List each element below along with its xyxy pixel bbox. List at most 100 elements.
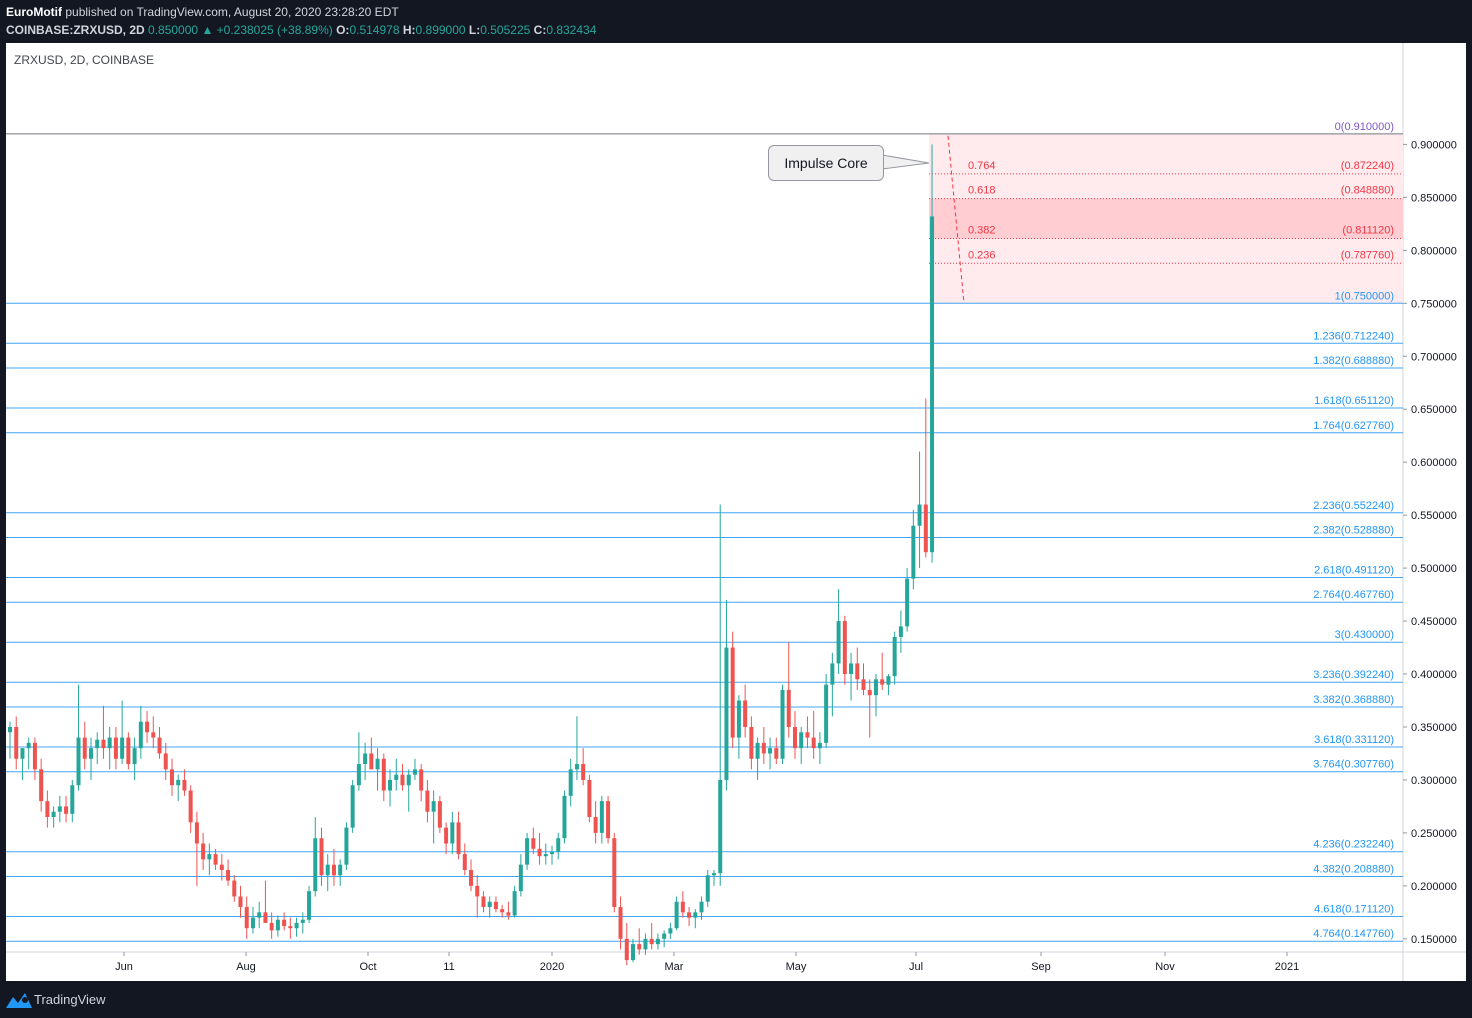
candle-body (20, 748, 25, 759)
candle-body (188, 790, 193, 823)
fib-price-label: (0.848880) (1341, 185, 1394, 197)
candle-body (668, 928, 673, 934)
fib-extension-label: 4.382(0.208880) (1313, 863, 1394, 875)
candle-body (138, 721, 143, 749)
candle-body (425, 790, 430, 812)
candle-body (356, 764, 361, 786)
candle-body (711, 873, 716, 876)
candle-body (898, 626, 903, 637)
candle-body (88, 748, 93, 759)
time-tick-label: Aug (236, 961, 256, 973)
price-tick-label: 0.450000 (1411, 616, 1457, 628)
candle-body (313, 838, 318, 892)
candle-body (26, 742, 31, 749)
candle-body (350, 785, 355, 828)
author-name[interactable]: EuroMotif (6, 5, 62, 19)
candle-body (905, 578, 910, 627)
candle-body (244, 907, 249, 929)
candle-body (338, 864, 343, 876)
price-tick-label: 0.350000 (1411, 722, 1457, 734)
price-chart[interactable]: 0(0.910000) 1(0.750000) 1.236(0.712240) 1.3… (6, 43, 1466, 981)
candle-body (82, 737, 87, 759)
candle-body (437, 801, 442, 828)
candle-body (892, 636, 897, 677)
time-tick-label: Sep (1031, 961, 1051, 973)
candle-body (57, 806, 62, 812)
candle-body (282, 919, 287, 927)
time-tick-label: Mar (665, 961, 684, 973)
candle-body (163, 753, 168, 770)
candle-body (618, 907, 623, 939)
price-tick-label: 0.550000 (1411, 510, 1457, 522)
candle-body (70, 785, 75, 814)
candle-body (655, 938, 660, 945)
candle-body (612, 838, 617, 908)
time-tick-label: 2021 (1275, 961, 1299, 973)
candle-body (120, 737, 125, 759)
publish-line: EuroMotif published on TradingView.com, … (6, 4, 399, 20)
candle-body (923, 504, 928, 553)
candle-body (774, 748, 779, 759)
price-tick-label: 0.700000 (1411, 351, 1457, 363)
impulse-core-callout[interactable]: Impulse Core (768, 145, 884, 181)
fib-extension-label: 1.236(0.712240) (1313, 330, 1394, 342)
candle-body (705, 875, 710, 902)
price-tick-label: 0.600000 (1411, 457, 1457, 469)
tradingview-logo-icon[interactable] (6, 991, 32, 1009)
candle-body (207, 854, 212, 860)
fib-price-label: (0.811120) (1342, 225, 1394, 237)
fib-extension-label: 3.764(0.307760) (1313, 759, 1394, 771)
candle-body (867, 689, 872, 696)
price-tick-label: 0.750000 (1411, 298, 1457, 310)
candle-body (388, 779, 393, 791)
candle-body (126, 737, 131, 765)
candle-body (836, 621, 841, 664)
candle-body (176, 779, 181, 786)
price-change: ▲ +0.238025 (+38.89%) (201, 23, 333, 37)
candle-body (724, 647, 729, 780)
candle-body (780, 689, 785, 759)
price-tick-label: 0.500000 (1411, 563, 1457, 575)
candle-body (824, 684, 829, 743)
candle-body (680, 901, 685, 913)
low-value: 0.505225 (480, 23, 531, 37)
candle-body (730, 647, 735, 738)
candle-body (132, 748, 137, 765)
fib-extension-label: 4.236(0.232240) (1313, 839, 1394, 851)
candle-body (226, 869, 231, 881)
publish-info: published on TradingView.com, August 20,… (65, 5, 399, 19)
candle-body (288, 926, 293, 929)
fib-extension-label: 3(0.430000) (1335, 629, 1394, 641)
price-tick-label: 0.400000 (1411, 669, 1457, 681)
candle-body (631, 944, 635, 961)
candle-body (518, 864, 523, 892)
candle-body (755, 742, 760, 759)
fib-extension-label: 3.382(0.368880) (1313, 694, 1394, 706)
candle-body (599, 801, 604, 833)
candle-body (307, 891, 312, 920)
candle-body (250, 917, 255, 929)
candle-body (263, 912, 268, 923)
time-tick-label: 11 (443, 961, 454, 973)
tradingview-brand[interactable]: TradingView (34, 992, 106, 1007)
candle-body (294, 922, 299, 929)
candle-body (556, 838, 561, 852)
candle-body (456, 822, 461, 855)
candle-body (157, 737, 162, 754)
candle-body (331, 864, 336, 876)
price-tick-label: 0.200000 (1411, 881, 1457, 893)
fib-extension-label: 2.764(0.467760) (1313, 589, 1394, 601)
chart-panel[interactable]: 0(0.910000) 1(0.750000) 1.236(0.712240) 1.3… (6, 43, 1466, 981)
candle-body (842, 621, 847, 675)
candle-body (232, 880, 237, 897)
candle-body (300, 919, 305, 923)
chart-header: EuroMotif published on TradingView.com, … (0, 0, 1472, 42)
candle-body (687, 912, 692, 918)
candle-body (32, 742, 37, 770)
candle-body (861, 679, 866, 690)
candle-body (444, 827, 449, 844)
candle-body (76, 737, 81, 786)
candle-body (238, 896, 243, 908)
candle-body (886, 676, 891, 685)
candle-body (855, 663, 860, 680)
